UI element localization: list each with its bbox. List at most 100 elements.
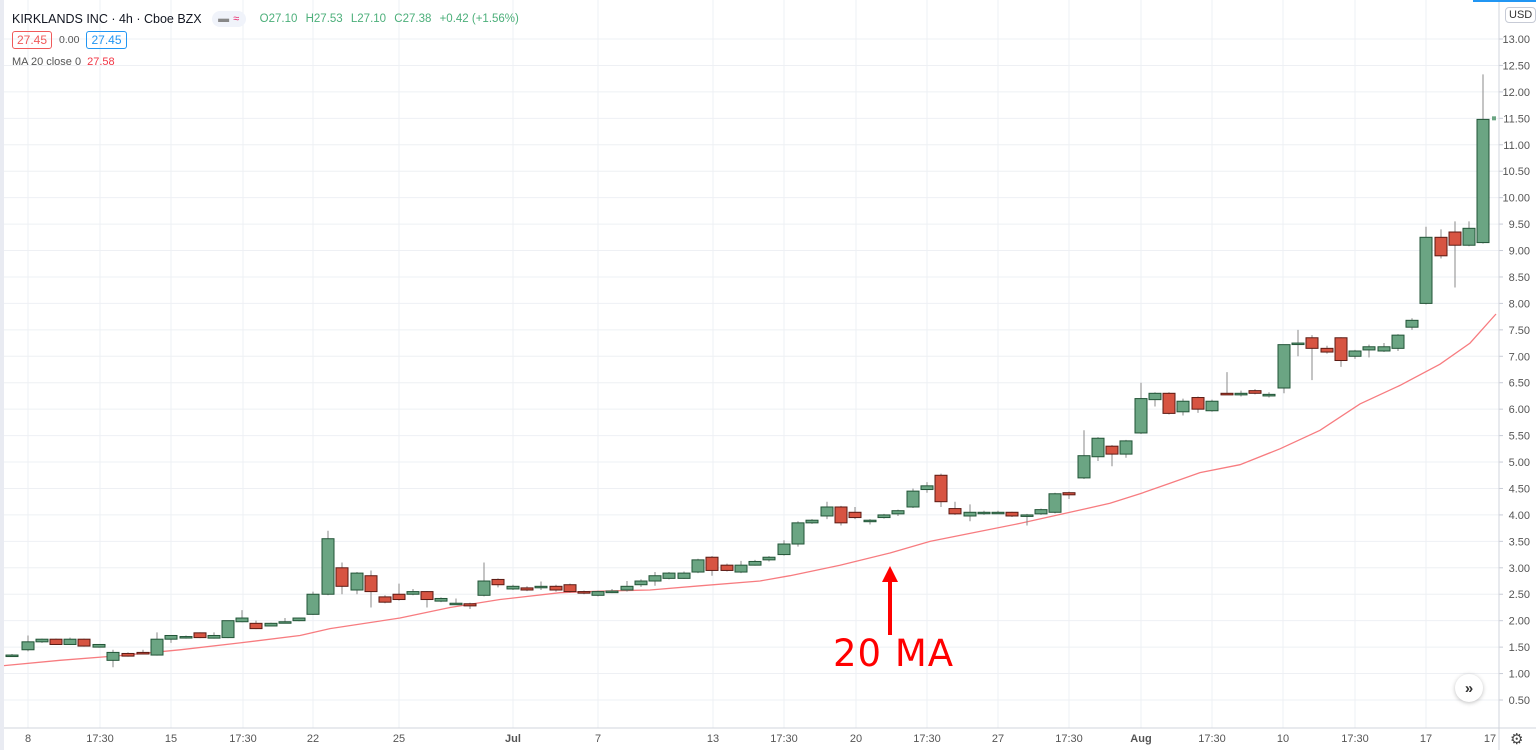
candle — [963, 504, 977, 522]
candle — [891, 509, 905, 516]
candle — [193, 632, 207, 639]
candle — [748, 559, 762, 566]
candle — [1020, 513, 1034, 526]
candle — [1248, 389, 1262, 395]
candle — [5, 653, 19, 658]
candle — [877, 513, 891, 519]
candle — [577, 590, 591, 595]
candle — [1134, 382, 1148, 435]
y-tick-label: 1.50 — [1509, 642, 1530, 654]
spread-value: 0.00 — [59, 34, 80, 46]
candle — [863, 519, 877, 525]
candle — [378, 595, 392, 604]
candle — [948, 501, 962, 515]
candle — [1262, 392, 1276, 398]
candle — [791, 521, 805, 547]
symbol-title[interactable]: KIRKLANDS INC · 4h · Cboe BZX — [12, 12, 202, 26]
candle — [21, 635, 35, 652]
candle — [321, 530, 335, 596]
candle — [1348, 349, 1362, 359]
candle — [392, 583, 406, 601]
candle — [1105, 445, 1119, 467]
y-tick-label: 11.50 — [1503, 113, 1530, 125]
candle — [1091, 437, 1105, 461]
buy-button[interactable]: 27.45 — [86, 31, 127, 49]
candle — [977, 510, 991, 515]
candle — [534, 581, 548, 591]
scroll-to-realtime-button[interactable]: » — [1455, 674, 1483, 702]
candle — [506, 584, 520, 591]
x-tick-label: 8 — [25, 733, 31, 745]
ma-indicator-value: 27.58 — [87, 56, 115, 68]
candle — [805, 519, 819, 524]
x-tick-label: 17:30 — [1198, 733, 1226, 745]
candle — [1077, 430, 1091, 479]
candle — [634, 579, 648, 587]
x-tick-label: 25 — [393, 733, 405, 745]
candle — [762, 556, 776, 562]
candle — [335, 562, 349, 595]
candle — [179, 635, 193, 639]
y-tick-label: 8.00 — [1509, 298, 1530, 310]
y-tick-label: 5.50 — [1509, 431, 1530, 443]
candle — [648, 572, 662, 586]
candle — [834, 505, 848, 526]
x-tick-label: 17 — [1484, 733, 1496, 745]
y-tick-label: 12.00 — [1502, 87, 1530, 99]
x-axis[interactable]: 8 17:30 15 17:30 22 25 Jul 7 13 17:30 20 17:30 27 17:… — [25, 0, 1496, 745]
candle — [449, 598, 463, 606]
candle — [677, 571, 691, 579]
candle — [520, 586, 534, 592]
sell-button[interactable]: 27.45 — [12, 31, 53, 49]
y-tick-label: 3.00 — [1509, 563, 1530, 575]
candle — [420, 591, 434, 608]
y-tick-label: 13.00 — [1502, 34, 1530, 46]
x-tick-label: 10 — [1277, 733, 1289, 745]
candle — [364, 570, 378, 608]
y-tick-label: 1.00 — [1509, 669, 1530, 681]
candle — [278, 618, 292, 624]
y-tick-label: 11.00 — [1503, 140, 1530, 152]
x-tick-label: 7 — [595, 733, 601, 745]
candle — [620, 581, 634, 592]
candle — [1034, 508, 1048, 515]
candle — [1234, 390, 1248, 397]
y-tick-label: 3.50 — [1509, 536, 1530, 548]
y-tick-label: 8.50 — [1509, 272, 1530, 284]
y-tick-label: 12.50 — [1502, 60, 1530, 72]
candle — [1462, 221, 1476, 247]
x-tick-label: 27 — [992, 733, 1004, 745]
candle — [1062, 491, 1076, 500]
candle — [249, 620, 263, 630]
candle — [820, 501, 834, 520]
candle — [1377, 343, 1391, 353]
candle — [991, 510, 1005, 515]
candle — [848, 506, 862, 520]
y-tick-label: 7.00 — [1509, 351, 1530, 363]
x-tick-label: 15 — [165, 733, 177, 745]
x-tick-label: 17:30 — [86, 733, 114, 745]
change-value: +0.42 (+1.56%) — [439, 13, 519, 25]
high-value: H27.53 — [305, 13, 343, 25]
y-tick-label: 4.00 — [1509, 510, 1530, 522]
y-tick-label: 6.50 — [1509, 378, 1530, 390]
x-tick-label: 17:30 — [1341, 733, 1369, 745]
candle — [63, 637, 77, 646]
currency-button[interactable]: USD — [1505, 7, 1536, 23]
y-tick-label: 4.50 — [1509, 483, 1530, 495]
y-tick-label: 2.50 — [1509, 589, 1530, 601]
candle — [92, 643, 106, 648]
y-tick-label: 0.50 — [1509, 695, 1530, 707]
ma-indicator-label[interactable]: MA 20 close 0 — [12, 56, 82, 68]
y-axis[interactable]: 13.00 12.50 12.00 11.50 11.00 10.50 10.00 9.50 9… — [4, 34, 1530, 707]
candle — [1148, 392, 1162, 407]
candle — [605, 588, 619, 594]
left-edge — [0, 0, 4, 750]
settings-gear-icon[interactable]: ⚙ — [1510, 731, 1524, 748]
candle — [264, 622, 278, 627]
candles — [5, 74, 1490, 668]
candle — [1291, 329, 1305, 357]
candle — [1405, 318, 1419, 330]
chart-style-toggle[interactable]: ▬ ≈ — [211, 11, 246, 27]
